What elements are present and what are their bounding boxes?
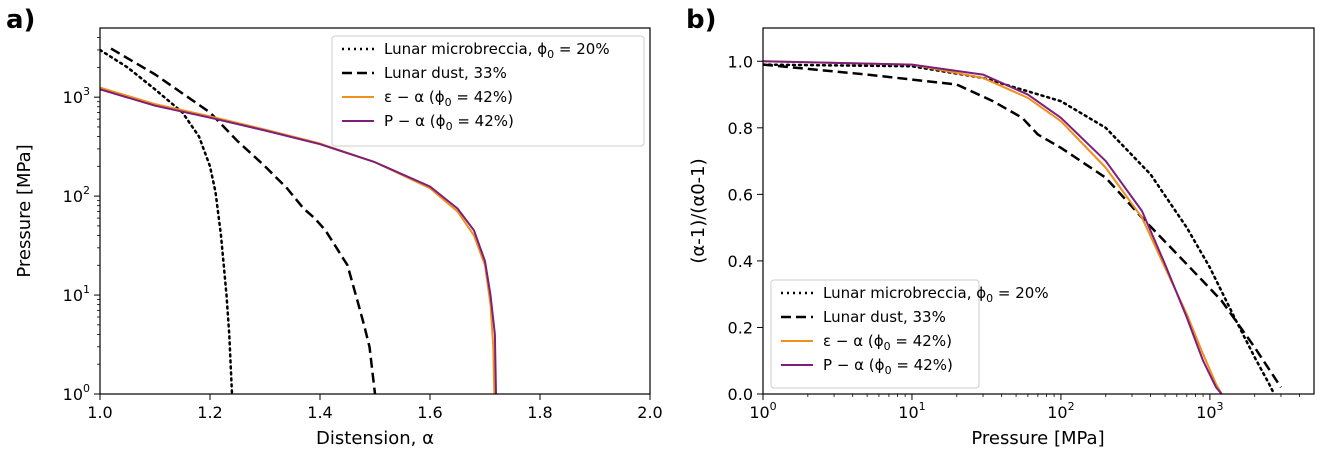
panel-b-ytick-label: 0.6 <box>728 185 753 204</box>
panel-b-series-1-line <box>763 63 1282 389</box>
panel-b-series-3-line <box>763 60 1223 394</box>
panel-b-series-2-line <box>763 60 1223 394</box>
panel-a: a) 1.0 1.2 1.4 1.6 1.8 2.0 100 101 102 103 Disten… <box>6 5 663 449</box>
panel-b-ytick-label: 0.8 <box>728 119 753 138</box>
panel-a-label: a) <box>6 5 35 35</box>
panel-a-xtick-label: 1.4 <box>307 403 332 422</box>
panel-b-xtick-label: 101 <box>898 400 925 422</box>
panel-b-legend-label-2: ε − α (ϕ0 = 42%) <box>823 332 952 353</box>
panel-a-series-1-line <box>110 47 377 394</box>
panel-b-axes-frame <box>762 27 1315 395</box>
panel-b-xtick-label: 100 <box>749 400 776 422</box>
panel-b-ylabel: (α-1)/(α0-1) <box>688 158 709 263</box>
panel-b-ytick-label: 0.4 <box>728 252 753 271</box>
panel-b-xtick-label: 103 <box>1196 400 1223 422</box>
panel-a-series-0-line <box>100 48 234 394</box>
panel-a-legend-box <box>331 35 645 147</box>
panel-b-ytick-label: 0.2 <box>728 318 753 337</box>
panel-a-xtick-label: 1.6 <box>417 403 442 422</box>
panel-a-ytick-label: 103 <box>63 85 90 107</box>
panel-b-legend-label-0: Lunar microbreccia, ϕ0 = 20% <box>823 284 1049 305</box>
panel-a-xtick-label: 2.0 <box>637 403 662 422</box>
panel-b-xtick-label: 102 <box>1047 400 1074 422</box>
panel-b-legend-label-3: P − α (ϕ0 = 42%) <box>823 356 953 377</box>
panel-a-xlabel: Distension, α <box>316 428 434 449</box>
panel-b: b) 100 101 102 103 0.0 0.2 0.4 0.6 0.8 1.0 Pressu… <box>686 5 1315 449</box>
panel-a-xtick-label: 1.0 <box>87 403 112 422</box>
panel-b-legend-label-1: Lunar dust, 33% <box>823 308 946 326</box>
panel-b-legend: Lunar microbreccia, ϕ0 = 20% Lunar dust, … <box>770 279 1049 389</box>
panel-a-ytick-label: 102 <box>63 184 90 206</box>
panel-a-ytick-label: 101 <box>63 283 90 305</box>
panel-a-xtick-label: 1.2 <box>197 403 222 422</box>
panel-a-ytick-label: 100 <box>63 382 90 404</box>
panel-b-ytick-label: 1.0 <box>728 52 753 71</box>
panel-a-series-3-line <box>100 88 497 394</box>
panel-a-legend-label-1: Lunar dust, 33% <box>384 64 507 82</box>
panel-a-axes-frame <box>99 27 651 395</box>
panel-b-label: b) <box>686 5 717 35</box>
panel-a-legend: Lunar microbreccia, ϕ0 = 20% Lunar dust, … <box>331 35 645 147</box>
panel-a-legend-label-3: P − α (ϕ0 = 42%) <box>384 112 514 133</box>
panel-b-ytick-label: 0.0 <box>728 385 753 404</box>
panel-a-xtick-label: 1.8 <box>527 403 552 422</box>
panel-a-legend-label-0: Lunar microbreccia, ϕ0 = 20% <box>384 40 610 61</box>
panel-b-legend-box <box>770 279 980 389</box>
panel-b-xlabel: Pressure [MPa] <box>971 428 1104 449</box>
panel-a-ylabel: Pressure [MPa] <box>14 144 35 277</box>
panel-a-legend-label-2: ε − α (ϕ0 = 42%) <box>384 88 513 109</box>
panel-a-series-2-line <box>100 86 496 394</box>
